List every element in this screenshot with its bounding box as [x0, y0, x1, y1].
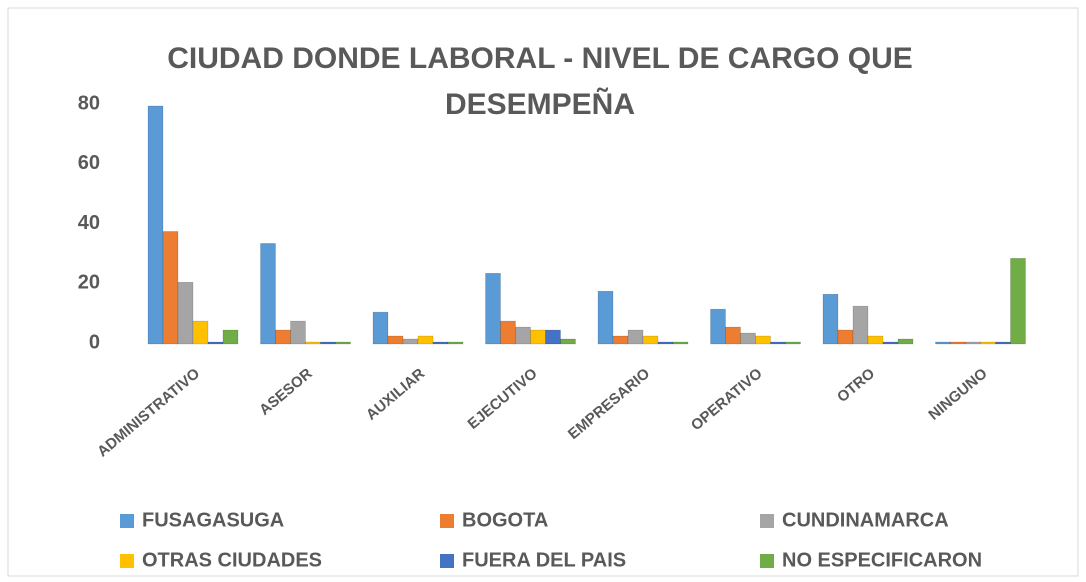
bar	[560, 338, 576, 345]
bar	[320, 341, 336, 345]
y-tick-label: 40	[78, 212, 100, 234]
bar	[657, 341, 674, 345]
bar	[1010, 258, 1026, 345]
legend-swatch	[440, 514, 454, 528]
x-tick-label: ADMINISTRATIVO	[94, 365, 203, 461]
legend-label: CUNDINAMARCA	[782, 509, 949, 531]
bar	[290, 320, 306, 345]
x-tick-label: EJECUTIVO	[465, 365, 541, 433]
bar	[222, 329, 239, 345]
bar	[755, 335, 771, 345]
bar	[260, 243, 276, 345]
bar	[207, 341, 224, 345]
legend-label: OTRAS CIUDADES	[142, 549, 322, 571]
bar	[642, 335, 659, 345]
bar	[882, 341, 899, 345]
bar	[725, 326, 741, 345]
legend-swatch	[120, 514, 134, 528]
x-tick-label: OTRO	[834, 365, 878, 406]
bar	[447, 341, 464, 345]
legend-label: NO ESPECIFICARON	[782, 549, 982, 571]
bar	[612, 335, 629, 345]
bar	[897, 338, 914, 345]
bar	[867, 335, 884, 345]
legend-label: FUERA DEL PAIS	[462, 549, 626, 571]
x-tick-label: AUXILIAR	[363, 365, 428, 424]
y-tick-label: 80	[78, 92, 100, 114]
bar	[980, 341, 996, 345]
bar	[335, 341, 351, 345]
bar	[500, 320, 516, 345]
x-tick-label: OPERATIVO	[688, 365, 766, 434]
bar	[672, 341, 689, 345]
bar	[162, 231, 179, 345]
bar	[785, 341, 801, 345]
bar	[852, 305, 869, 345]
bar	[177, 282, 194, 345]
chart-title: CIUDAD DONDE LABORAL - NIVEL DE CARGO QU…	[167, 42, 913, 121]
bar	[372, 311, 389, 345]
chart-border	[7, 7, 1079, 577]
bar	[402, 338, 419, 345]
bar	[485, 273, 501, 345]
x-tick-label: NINGUNO	[925, 365, 990, 424]
bar	[530, 329, 546, 345]
bar	[740, 332, 756, 345]
y-tick-label: 60	[78, 152, 100, 174]
bar	[417, 335, 434, 345]
bar	[305, 341, 321, 345]
y-tick-label: 0	[89, 331, 100, 353]
bar	[275, 329, 291, 345]
bar	[545, 329, 561, 345]
bar	[837, 329, 854, 345]
legend-label: BOGOTA	[462, 509, 548, 531]
bar	[822, 293, 839, 345]
bar	[192, 320, 209, 345]
x-tick-label: EMPRESARIO	[565, 365, 653, 443]
bar	[770, 341, 786, 345]
bar	[387, 335, 404, 345]
legend-swatch	[120, 554, 134, 568]
bar	[515, 326, 531, 345]
bar	[147, 105, 164, 345]
bar	[965, 341, 981, 345]
x-tick-label: ASESOR	[256, 365, 316, 419]
bar	[950, 341, 966, 345]
legend-swatch	[440, 554, 454, 568]
bar	[710, 308, 726, 345]
legend-swatch	[760, 514, 774, 528]
legend-label: FUSAGASUGA	[142, 509, 284, 531]
bar	[432, 341, 449, 345]
bar	[995, 341, 1011, 345]
bar	[597, 290, 614, 345]
bar	[935, 341, 951, 345]
y-tick-label: 20	[78, 272, 100, 294]
legend-swatch	[760, 554, 774, 568]
bar	[627, 329, 644, 345]
